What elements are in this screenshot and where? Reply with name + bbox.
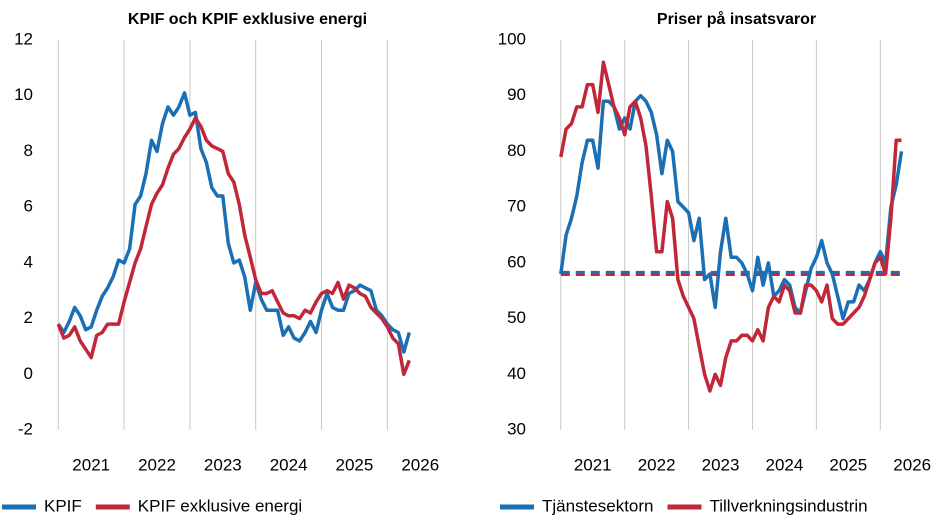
x-tick-label: 2023 <box>702 455 740 474</box>
y-tick-label: 2 <box>24 308 33 327</box>
y-tick-label: 90 <box>507 85 526 104</box>
y-tick-label: 50 <box>507 308 526 327</box>
y-tick-label: 6 <box>24 197 33 216</box>
x-tick-label: 2025 <box>336 455 374 474</box>
legend-label: Tjänstesektorn <box>542 496 654 515</box>
y-tick-label: 12 <box>14 29 33 48</box>
x-tick-label: 2024 <box>766 455 804 474</box>
x-tick-label: 2026 <box>401 455 439 474</box>
x-tick-label: 2023 <box>204 455 242 474</box>
chart-title: KPIF och KPIF exklusive energi <box>128 11 367 28</box>
x-tick-label: 2025 <box>829 455 867 474</box>
legend-label: KPIF exklusive energi <box>138 496 302 515</box>
series-line <box>559 93 904 321</box>
y-tick-label: 8 <box>24 141 33 160</box>
y-tick-label: 60 <box>507 252 526 271</box>
legend-label: Tillverkningsindustrin <box>710 496 868 515</box>
x-tick-label: 2026 <box>893 455 931 474</box>
chart-title: Priser på insatsvaror <box>657 10 816 28</box>
y-tick-label: 0 <box>24 364 33 383</box>
series-line <box>559 60 902 393</box>
x-tick-label: 2022 <box>638 455 676 474</box>
y-tick-label: 40 <box>507 364 526 383</box>
series-line <box>56 91 411 354</box>
y-tick-label: 10 <box>14 85 33 104</box>
series-line <box>56 116 411 377</box>
y-tick-label: 4 <box>24 252 33 271</box>
x-tick-label: 2021 <box>72 455 110 474</box>
y-tick-label: -2 <box>18 419 33 438</box>
legend-label: KPIF <box>44 496 82 515</box>
x-tick-label: 2024 <box>270 455 308 474</box>
y-tick-label: 30 <box>507 419 526 438</box>
y-tick-label: 100 <box>498 29 526 48</box>
y-tick-label: 80 <box>507 141 526 160</box>
x-tick-label: 2021 <box>574 455 612 474</box>
x-tick-label: 2022 <box>138 455 176 474</box>
y-tick-label: 70 <box>507 197 526 216</box>
